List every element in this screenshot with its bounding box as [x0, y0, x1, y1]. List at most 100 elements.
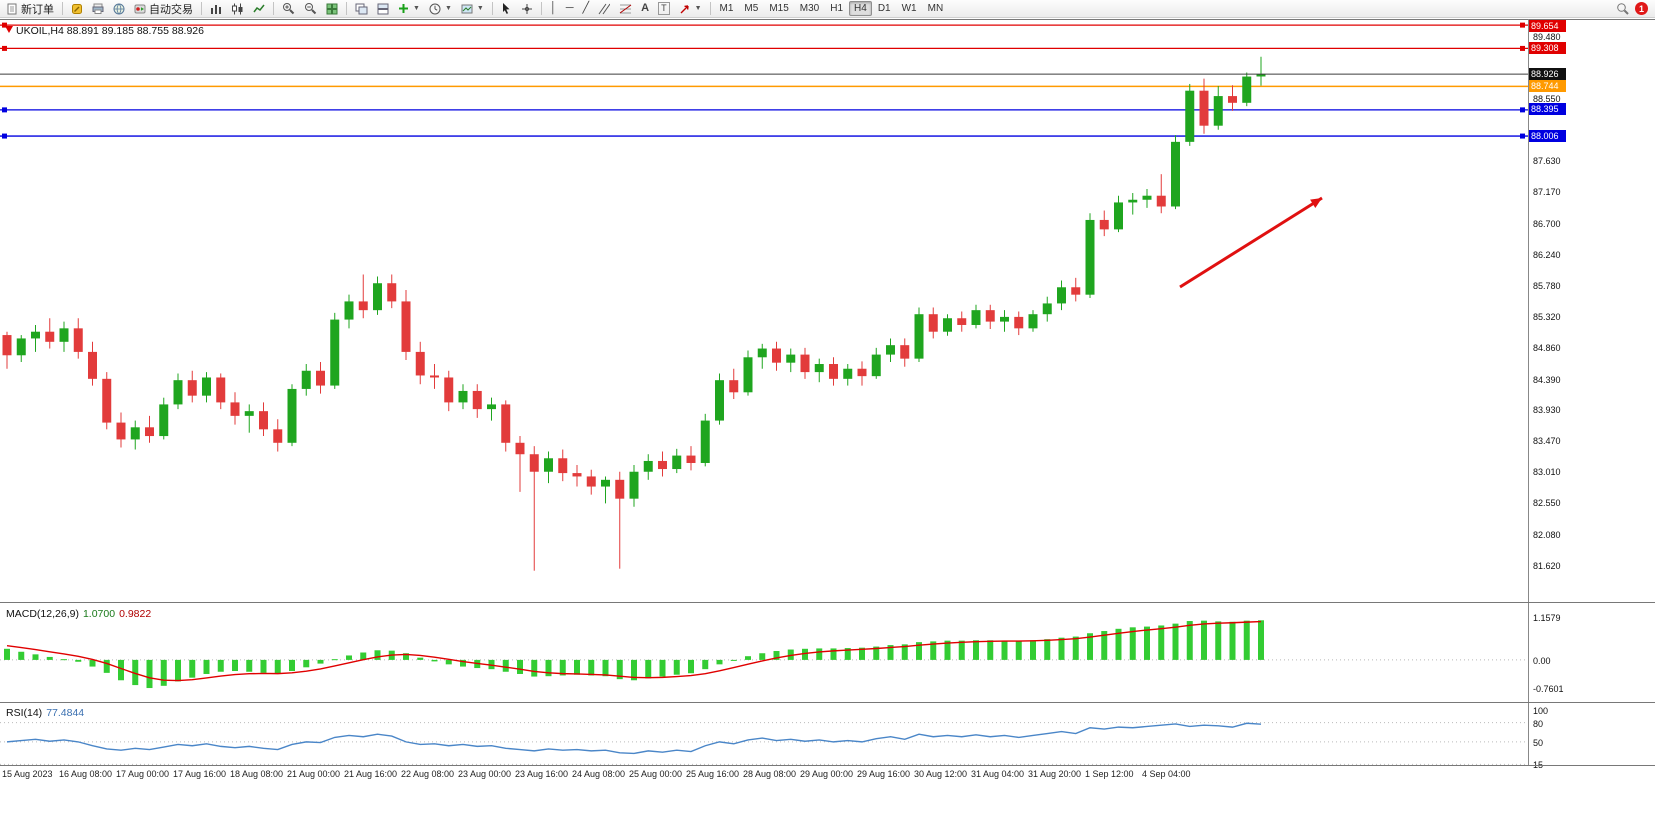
candle [1228, 85, 1237, 111]
macd-bar [118, 659, 124, 681]
time-axis-label: 24 Aug 08:00 [572, 769, 626, 779]
candle [501, 400, 511, 452]
horizontal-line-button[interactable]: ─ [562, 1, 578, 17]
hline-88.006[interactable] [0, 133, 1528, 139]
hline-89.308[interactable] [0, 45, 1528, 51]
hline-88.395[interactable] [0, 107, 1528, 113]
crosshair-icon [521, 3, 532, 14]
timeframe-button-w1[interactable]: W1 [897, 1, 922, 16]
cascade-windows-button[interactable] [351, 1, 372, 17]
tile-windows-button[interactable] [322, 1, 342, 17]
candle [259, 402, 268, 437]
candle [1000, 310, 1009, 332]
time-axis-label: 4 Sep 04:00 [1142, 769, 1191, 779]
candle [1114, 195, 1123, 233]
crosshair-button[interactable] [517, 1, 537, 17]
bar-chart-button[interactable] [206, 1, 226, 17]
metaeditor-icon [72, 3, 82, 14]
timeframe-button-m30[interactable]: M30 [795, 1, 824, 16]
price-badge: 88.926 [1529, 67, 1566, 80]
macd-tick-label: -0.7601 [1533, 684, 1564, 695]
candle [16, 335, 26, 363]
new-order-button[interactable]: 新订单 [3, 1, 58, 17]
main-chart-pane[interactable] [0, 20, 1528, 601]
cursor-button[interactable] [497, 1, 516, 17]
indicators-button[interactable]: ▼ [394, 1, 424, 17]
line-chart-button[interactable] [249, 1, 269, 17]
toolbar-separator [346, 2, 347, 15]
time-axis-label: 15 Aug 2023 [2, 769, 53, 779]
metaeditor-button[interactable] [67, 1, 87, 17]
print-icon [92, 3, 104, 14]
macd-pane[interactable] [0, 604, 1528, 701]
chevron-down-icon: ▼ [444, 5, 452, 12]
time-axis-label: 31 Aug 04:00 [971, 769, 1025, 779]
macd-bar [260, 659, 267, 673]
timeframe-button-h1[interactable]: H1 [825, 1, 848, 16]
timeframe-button-mn[interactable]: MN [923, 1, 949, 16]
time-axis-label: 17 Aug 00:00 [116, 769, 170, 779]
macd-bar [844, 648, 851, 660]
price-badge: 88.006 [1529, 129, 1566, 142]
periods-button[interactable]: ▼ [425, 1, 456, 17]
rsi-pane[interactable] [0, 704, 1528, 765]
macd-bar [203, 659, 210, 674]
print-button[interactable] [88, 1, 108, 17]
arrows-button[interactable]: ▼ [675, 1, 706, 17]
community-button[interactable] [109, 1, 129, 17]
candlestick-chart-button[interactable] [227, 1, 248, 17]
pane-splitter[interactable] [0, 602, 1655, 603]
timeframe-button-m15[interactable]: M15 [764, 1, 793, 16]
timeframe-button-m5[interactable]: M5 [739, 1, 763, 16]
timeframe-button-m1[interactable]: M1 [715, 1, 739, 16]
templates-button[interactable]: ▼ [457, 1, 488, 17]
candle [88, 341, 97, 386]
text-label-button[interactable]: T [654, 1, 674, 17]
zoom-in-button[interactable] [278, 1, 299, 17]
macd-label: MACD(12,26,9) [6, 608, 79, 620]
timeframe-button-d1[interactable]: D1 [873, 1, 896, 16]
arrange-windows-button[interactable] [373, 1, 393, 17]
notification-badge[interactable]: 1 [1635, 2, 1648, 15]
hline-89.654[interactable] [0, 22, 1528, 28]
vertical-line-button[interactable]: │ [546, 1, 561, 17]
macd-bar [816, 648, 823, 660]
clock-icon [429, 3, 441, 14]
channel-button[interactable] [594, 1, 614, 17]
time-axis-label: 28 Aug 08:00 [743, 769, 797, 779]
price-axis[interactable]: 89.480 88.550 87.630 87.170 86.700 86.240 85.7… [1529, 20, 1655, 601]
time-axis[interactable]: 15 Aug 2023 16 Aug 08:00 17 Aug 00:00 17 Au… [0, 766, 1528, 782]
autotrading-button[interactable]: 自动交易 [130, 1, 197, 17]
candle [73, 318, 83, 359]
timeframe-button-h4[interactable]: H4 [849, 1, 872, 16]
candle [1142, 188, 1152, 208]
fibonacci-icon [619, 4, 632, 13]
candle [985, 304, 995, 330]
search-icon[interactable] [1616, 2, 1629, 15]
candle [572, 465, 582, 487]
macd-bar [89, 659, 96, 667]
time-axis-label: 31 Aug 20:00 [1028, 769, 1082, 779]
macd-bar [602, 659, 609, 677]
rsi-title: RSI(14) 77.4844 [6, 707, 84, 719]
pane-splitter[interactable] [0, 702, 1655, 703]
candle [971, 304, 981, 329]
text-button[interactable]: A [637, 1, 653, 17]
candle [430, 364, 439, 389]
zoom-out-button[interactable] [300, 1, 321, 17]
macd-bar [987, 640, 994, 660]
trend-arrow[interactable] [1179, 196, 1323, 289]
trendline-button[interactable]: ╱ [578, 1, 593, 17]
macd-bar [403, 653, 409, 660]
macd-bar [217, 659, 224, 672]
candle [558, 449, 568, 482]
macd-bar [1001, 640, 1008, 660]
macd-bar [431, 659, 438, 662]
zoom-in-icon [283, 3, 295, 15]
price-tick-label: 88.550 [1533, 94, 1561, 105]
macd-bar [1144, 626, 1150, 660]
macd-axis[interactable]: 1.1579 0.00 -0.7601 [1529, 604, 1655, 701]
fibonacci-button[interactable] [615, 1, 636, 17]
